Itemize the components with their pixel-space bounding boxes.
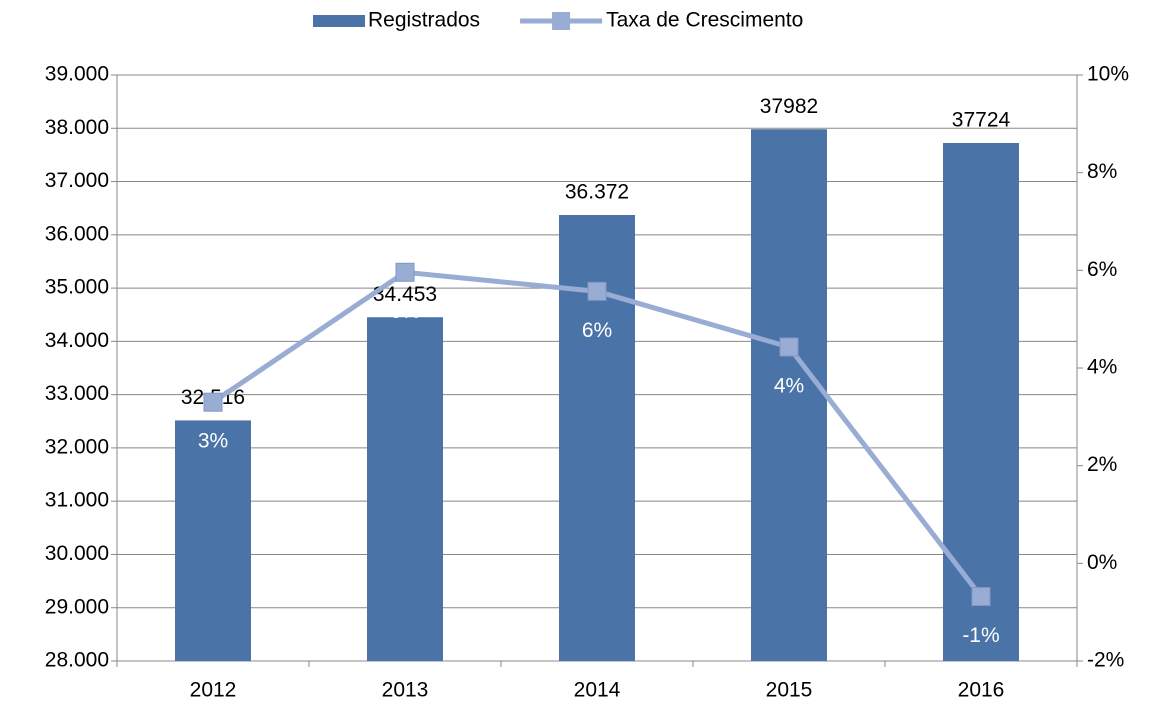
- line-marker: [587, 281, 607, 301]
- line-value-label: 3%: [198, 430, 228, 453]
- legend-marker: [552, 12, 571, 30]
- legend-swatch: [313, 15, 365, 27]
- line-marker: [971, 587, 991, 607]
- y2-tick-label: -2%: [1087, 649, 1124, 672]
- line-value-label: 6%: [582, 319, 612, 342]
- y-tick-label: 33.000: [45, 382, 109, 405]
- bar-value-label: 36.372: [565, 181, 629, 204]
- legend-label: Registrados: [368, 9, 480, 32]
- x-tick-label: 2013: [382, 679, 429, 702]
- x-tick-label: 2012: [190, 679, 237, 702]
- line-marker: [779, 337, 799, 357]
- y-tick-label: 32.000: [45, 435, 109, 458]
- y2-tick-label: 8%: [1087, 160, 1117, 183]
- bar: [367, 317, 443, 661]
- bar-value-label: 37982: [760, 95, 818, 118]
- bar-value-label: 37724: [952, 109, 1011, 132]
- line-value-label: 4%: [774, 375, 804, 398]
- legend-label: Taxa de Crescimento: [606, 9, 803, 32]
- y-tick-label: 31.000: [45, 489, 109, 512]
- x-tick-label: 2016: [958, 679, 1005, 702]
- y-tick-label: 38.000: [45, 116, 109, 139]
- y-tick-label: 34.000: [45, 329, 109, 352]
- line-marker: [395, 262, 415, 282]
- x-tick-label: 2014: [574, 679, 621, 702]
- line-value-label: -1%: [962, 624, 999, 647]
- x-tick-label: 2015: [766, 679, 813, 702]
- y2-tick-label: 0%: [1087, 551, 1117, 574]
- y-tick-label: 30.000: [45, 542, 109, 565]
- y2-tick-label: 4%: [1087, 356, 1117, 379]
- bar: [751, 129, 827, 662]
- bar-value-label: 34.453: [373, 283, 437, 306]
- y-tick-label: 36.000: [45, 222, 109, 245]
- y-tick-label: 28.000: [45, 649, 109, 672]
- y2-tick-label: 6%: [1087, 258, 1117, 281]
- y-tick-label: 39.000: [45, 63, 109, 86]
- line-marker: [203, 392, 223, 412]
- y-tick-label: 37.000: [45, 169, 109, 192]
- bar: [175, 420, 251, 661]
- y2-tick-label: 2%: [1087, 453, 1117, 476]
- line-value-label: 6%: [390, 300, 420, 323]
- y2-tick-label: 10%: [1087, 63, 1129, 86]
- y-tick-label: 29.000: [45, 595, 109, 618]
- bar: [943, 142, 1019, 661]
- y-tick-label: 35.000: [45, 276, 109, 299]
